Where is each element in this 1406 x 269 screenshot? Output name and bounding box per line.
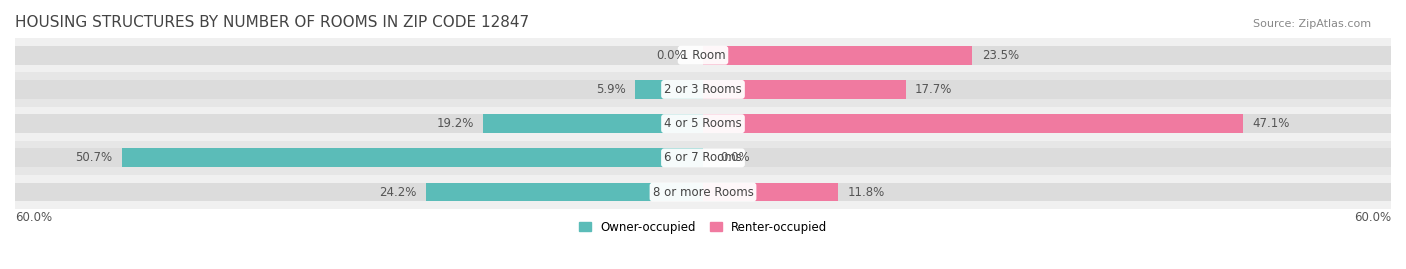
Text: 0.0%: 0.0% bbox=[720, 151, 749, 164]
Text: 17.7%: 17.7% bbox=[915, 83, 952, 96]
Text: 1 Room: 1 Room bbox=[681, 49, 725, 62]
Text: 6 or 7 Rooms: 6 or 7 Rooms bbox=[664, 151, 742, 164]
Text: 2 or 3 Rooms: 2 or 3 Rooms bbox=[664, 83, 742, 96]
Text: 23.5%: 23.5% bbox=[981, 49, 1019, 62]
Bar bbox=[15, 148, 1391, 167]
Bar bbox=[703, 80, 905, 99]
Text: 4 or 5 Rooms: 4 or 5 Rooms bbox=[664, 117, 742, 130]
Text: 5.9%: 5.9% bbox=[596, 83, 626, 96]
Bar bbox=[636, 80, 703, 99]
Bar bbox=[122, 148, 703, 167]
Bar bbox=[15, 38, 1391, 72]
Bar bbox=[15, 80, 1391, 99]
Bar bbox=[15, 175, 1391, 209]
Text: 60.0%: 60.0% bbox=[1354, 211, 1391, 224]
Text: 50.7%: 50.7% bbox=[76, 151, 112, 164]
Text: 19.2%: 19.2% bbox=[436, 117, 474, 130]
Text: 47.1%: 47.1% bbox=[1253, 117, 1289, 130]
Bar bbox=[15, 46, 1391, 65]
Text: HOUSING STRUCTURES BY NUMBER OF ROOMS IN ZIP CODE 12847: HOUSING STRUCTURES BY NUMBER OF ROOMS IN… bbox=[15, 15, 529, 30]
Bar bbox=[426, 183, 703, 201]
Bar bbox=[703, 46, 973, 65]
Bar bbox=[15, 107, 1391, 141]
Bar bbox=[703, 183, 838, 201]
Text: Source: ZipAtlas.com: Source: ZipAtlas.com bbox=[1253, 19, 1371, 29]
Bar bbox=[15, 183, 1391, 201]
Bar bbox=[703, 114, 1243, 133]
Bar bbox=[15, 114, 1391, 133]
Text: 8 or more Rooms: 8 or more Rooms bbox=[652, 186, 754, 199]
Text: 11.8%: 11.8% bbox=[848, 186, 884, 199]
Text: 0.0%: 0.0% bbox=[657, 49, 686, 62]
Legend: Owner-occupied, Renter-occupied: Owner-occupied, Renter-occupied bbox=[579, 221, 827, 234]
Bar bbox=[15, 72, 1391, 107]
Text: 24.2%: 24.2% bbox=[380, 186, 416, 199]
Text: 60.0%: 60.0% bbox=[15, 211, 52, 224]
Bar bbox=[15, 141, 1391, 175]
Bar bbox=[482, 114, 703, 133]
